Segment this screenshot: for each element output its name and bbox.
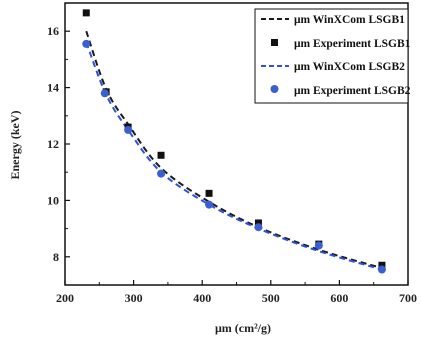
series-3-point xyxy=(377,265,386,274)
x-axis-title: μm (cm²/g) xyxy=(215,321,271,335)
y-tick-label: 10 xyxy=(47,193,59,207)
y-tick-label: 16 xyxy=(47,24,59,38)
x-tick-label: 600 xyxy=(330,291,348,305)
x-tick-label: 200 xyxy=(56,291,74,305)
legend-box xyxy=(254,8,409,104)
series-2-line xyxy=(85,42,383,271)
legend-marker-experiment-lsgb1 xyxy=(271,39,278,46)
series-3-point xyxy=(254,223,263,232)
x-tick-label: 700 xyxy=(399,291,417,305)
series-0-line xyxy=(85,30,383,270)
series-3-point xyxy=(100,89,109,98)
y-tick-label: 14 xyxy=(47,81,59,95)
legend-label-winxcom-lsgb1: μm WinXCom LSGB1 xyxy=(294,14,405,26)
series-1-point xyxy=(157,151,165,159)
plot-area: 200 300 400 500 600 700 8 10 12 14 16 xyxy=(47,2,417,305)
legend-marker-experiment-lsgb2 xyxy=(270,85,279,93)
series-1-point xyxy=(378,261,386,269)
x-tick-label: 400 xyxy=(193,291,211,305)
x-tick-label: 500 xyxy=(262,291,280,305)
series-3-point xyxy=(157,169,166,178)
series-3-point xyxy=(205,200,214,209)
legend-label-experiment-lsgb1: μm Experiment LSGB1 xyxy=(294,38,411,50)
legend-label-experiment-lsgb2: μm Experiment LSGB2 xyxy=(294,85,411,97)
legend-label-winxcom-lsgb2: μm WinXCom LSGB2 xyxy=(294,61,405,73)
y-tick-label: 8 xyxy=(53,250,59,264)
series-1-point xyxy=(82,9,90,17)
y-tick-label: 12 xyxy=(47,137,59,151)
series-3-point xyxy=(314,241,323,250)
x-tick-label: 300 xyxy=(125,291,143,305)
series-3-point xyxy=(124,125,133,134)
series-3-point xyxy=(82,39,91,48)
y-axis-title: Energy (keV) xyxy=(8,111,22,180)
legend: μm WinXCom LSGB1 μm Experiment LSGB1 μm … xyxy=(254,8,411,104)
series-1-point xyxy=(254,219,262,227)
series-1-point xyxy=(205,189,213,197)
